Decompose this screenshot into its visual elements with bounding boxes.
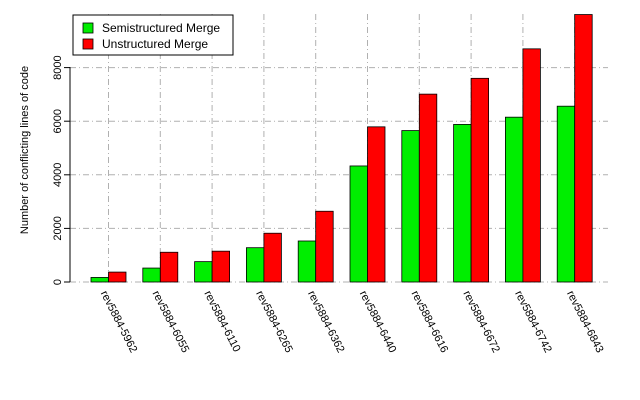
- legend-box: [72, 14, 234, 56]
- bar-semistructured-rev5884-6672: [453, 124, 472, 283]
- y-tick-label: 6000: [52, 109, 64, 133]
- y-tick-label: 4000: [52, 163, 64, 187]
- bar-unstructured-rev5884-5962: [108, 271, 127, 283]
- bar-unstructured-rev5884-6742: [522, 48, 541, 283]
- bar-semistructured-rev5884-6616: [401, 130, 420, 283]
- legend-swatch-semistructured: [82, 22, 94, 34]
- bar-unstructured-rev5884-6265: [263, 232, 282, 283]
- legend-swatch-unstructured: [82, 38, 94, 50]
- y-axis: 0 2000 4000 6000 8000: [52, 55, 71, 285]
- bar-unstructured-rev5884-6672: [470, 77, 490, 283]
- legend-label-unstructured: Unstructured Merge: [102, 37, 208, 51]
- bars-group: [90, 14, 593, 283]
- y-tick-label: 8000: [52, 55, 64, 79]
- y-tick-label: 0: [52, 279, 64, 285]
- bar-semistructured-rev5884-6742: [504, 116, 524, 283]
- bar-semistructured-rev5884-5962: [90, 277, 109, 283]
- bar-unstructured-rev5884-6055: [159, 251, 179, 283]
- y-tick-label: 2000: [52, 216, 64, 240]
- y-axis-label: Number of conflicting lines of code: [19, 66, 31, 234]
- bar-semistructured-rev5884-6055: [142, 267, 161, 283]
- bar-unstructured-rev5884-6440: [367, 126, 386, 283]
- bar-semistructured-rev5884-6843: [556, 105, 576, 283]
- bar-semistructured-rev5884-6110: [194, 261, 213, 283]
- bar-unstructured-rev5884-6616: [418, 93, 438, 283]
- legend: Semistructured Merge Unstructured Merge: [72, 14, 234, 56]
- bar-unstructured-rev5884-6110: [211, 250, 231, 283]
- bar-semistructured-rev5884-6362: [297, 240, 317, 283]
- bar-unstructured-rev5884-6843: [574, 14, 593, 283]
- bar-unstructured-rev5884-6362: [315, 210, 334, 283]
- bar-semistructured-rev5884-6440: [349, 165, 368, 283]
- bar-semistructured-rev5884-6265: [245, 247, 265, 283]
- legend-label-semistructured: Semistructured Merge: [102, 21, 220, 35]
